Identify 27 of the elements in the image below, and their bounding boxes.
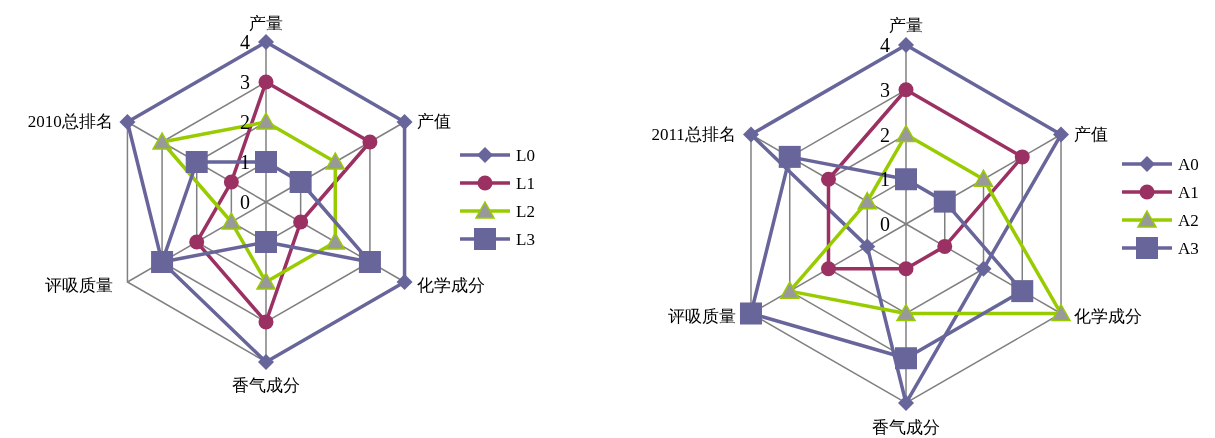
legend-label: L1: [516, 174, 535, 193]
spoke-label: 评吸质量: [667, 307, 736, 327]
spoke-label: 产值: [1074, 124, 1109, 144]
legend-label: L2: [516, 202, 535, 221]
legend-label: L0: [516, 146, 535, 165]
spoke-label: 化学成分: [417, 275, 486, 295]
y-tick-label: 0: [880, 213, 890, 235]
y-tick-label: 0: [240, 191, 250, 213]
y-tick-label: 3: [240, 71, 250, 93]
legend-label: A0: [1178, 155, 1199, 174]
legend-label: A1: [1178, 183, 1199, 202]
y-tick-label: 2: [880, 123, 890, 146]
y-tick-label: 4: [240, 31, 250, 53]
spoke-label: 化学成分: [1074, 307, 1143, 327]
spoke-label: 2010总排名: [27, 112, 113, 132]
spoke-label: 产量: [249, 13, 283, 33]
spoke-label: 香气成分: [232, 376, 300, 396]
legend-label: A3: [1178, 239, 1199, 258]
y-tick-label: 3: [880, 78, 890, 101]
spoke-label: 产量: [889, 16, 923, 36]
spoke-label: 香气成分: [872, 417, 940, 437]
spoke-label: 评吸质量: [44, 275, 113, 295]
spoke-label: 2011总排名: [651, 124, 736, 144]
legend-label: A2: [1178, 211, 1199, 230]
y-tick-label: 4: [880, 34, 890, 56]
spoke-label: 产值: [417, 112, 452, 132]
legend-label: L3: [516, 230, 535, 249]
